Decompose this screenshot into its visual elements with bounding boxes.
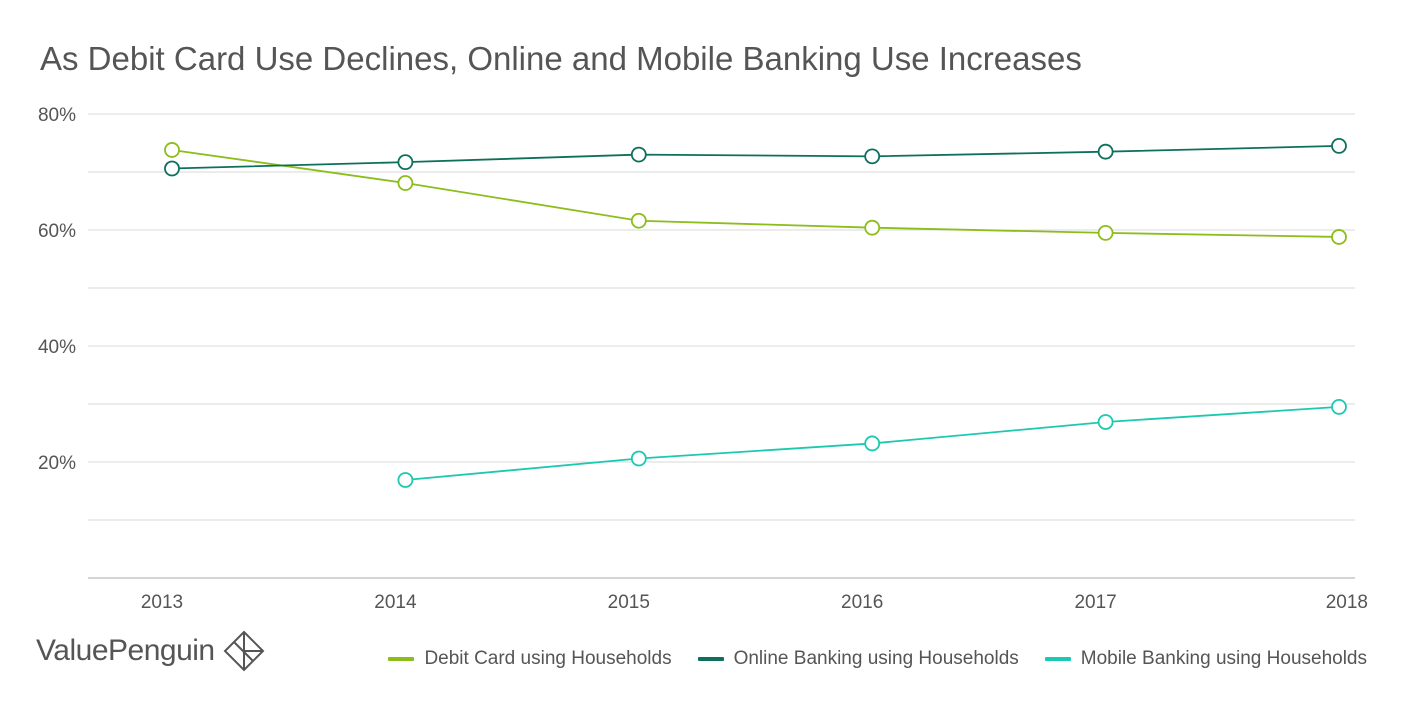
legend-swatch <box>388 657 415 661</box>
legend-swatch <box>1044 657 1071 661</box>
y-axis-tick-labels: 20% 40% 60% 80% <box>38 105 76 474</box>
valuepenguin-diamond-icon <box>223 630 265 672</box>
legend-label: Mobile Banking using Households <box>1080 648 1367 669</box>
data-point <box>1097 414 1114 430</box>
series-lines <box>164 137 1347 488</box>
legend-item: Online Banking using Households <box>697 648 1019 670</box>
legend-item: Debit Card using Households <box>388 648 672 670</box>
data-point <box>164 142 180 158</box>
legend-swatch <box>697 657 724 661</box>
chart-legend: Debit Card using Households Online Bankin… <box>388 648 1367 670</box>
data-point <box>630 146 647 163</box>
x-tick-label: 2016 <box>841 592 883 613</box>
data-point <box>1331 137 1347 154</box>
x-tick-label: 2013 <box>141 592 183 613</box>
data-point <box>1097 224 1114 241</box>
data-point <box>397 154 414 171</box>
legend-label: Debit Card using Households <box>424 648 672 669</box>
y-tick-label: 20% <box>38 453 76 474</box>
data-point <box>164 160 180 177</box>
data-point <box>397 175 414 191</box>
data-point <box>864 219 881 236</box>
x-axis-tick-labels: 2013 2014 2015 2016 2017 2018 <box>141 592 1368 613</box>
gridlines <box>88 113 1355 579</box>
series-line <box>171 149 1340 238</box>
data-point <box>397 472 414 488</box>
data-point <box>1331 398 1347 415</box>
data-point <box>630 450 647 467</box>
legend-label: Online Banking using Households <box>733 648 1019 669</box>
data-point <box>864 148 881 165</box>
x-tick-label: 2017 <box>1074 592 1116 613</box>
x-tick-label: 2015 <box>608 592 650 613</box>
chart-title: As Debit Card Use Declines, Online and M… <box>40 40 1082 77</box>
series-online-banking-using-households <box>164 137 1347 177</box>
logo-text: ValuePenguin <box>36 634 215 667</box>
data-point <box>1331 229 1347 245</box>
y-tick-label: 80% <box>38 105 76 126</box>
valuepenguin-logo: ValuePenguin <box>36 630 265 672</box>
y-tick-label: 60% <box>38 221 76 242</box>
data-point <box>1097 143 1114 160</box>
data-point <box>630 212 647 229</box>
data-point <box>864 435 881 452</box>
series-mobile-banking-using-households <box>397 398 1347 488</box>
series-debit-card-using-households <box>164 142 1347 245</box>
y-tick-label: 40% <box>38 337 76 358</box>
legend-item: Mobile Banking using Households <box>1044 648 1367 670</box>
x-tick-label: 2018 <box>1326 592 1368 613</box>
x-tick-label: 2014 <box>374 592 417 613</box>
series-line <box>171 145 1340 170</box>
